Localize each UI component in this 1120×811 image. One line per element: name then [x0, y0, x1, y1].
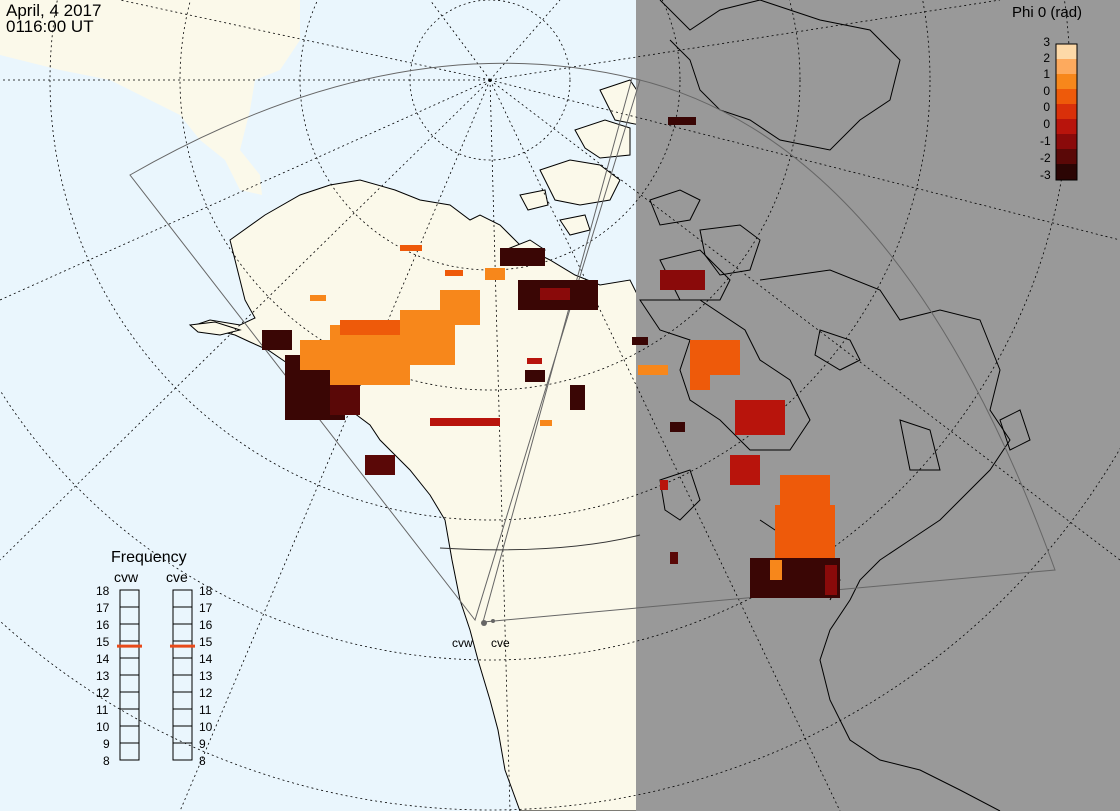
frequency-title: Frequency: [111, 549, 187, 566]
frequency-tick: 12: [96, 686, 110, 700]
frequency-tick: 16: [96, 618, 110, 632]
frequency-tick: 17: [96, 601, 110, 615]
frequency-tick: 17: [199, 601, 213, 615]
radar-label-cvw: cvw: [452, 636, 473, 650]
frequency-tick: 16: [199, 618, 213, 632]
colorbar-swatch: [1056, 164, 1077, 180]
frequency-tick: 18: [96, 584, 110, 598]
frequency-tick: 13: [96, 669, 110, 683]
frequency-tick: 9: [103, 737, 110, 751]
frequency-tick: 15: [96, 635, 110, 649]
colorbar-tick: -3: [1040, 168, 1051, 182]
backscatter-cells: [262, 117, 840, 598]
colorbar-tick: 3: [1043, 35, 1050, 49]
frequency-tick: 8: [199, 754, 206, 768]
radar-label-cve: cve: [491, 636, 510, 650]
colorbar-swatch: [1056, 149, 1077, 164]
frequency-tick: 10: [199, 720, 213, 734]
colorbar-swatch: [1056, 89, 1077, 104]
frequency-tick: 14: [96, 652, 110, 666]
frequency-tick: 12: [199, 686, 213, 700]
night-coastlines: [639, 0, 1031, 811]
frequency-tick: 8: [103, 754, 110, 768]
frequency-tick: 11: [96, 703, 109, 717]
frequency-tick: 10: [96, 720, 110, 734]
colorbar-swatch: [1056, 74, 1077, 89]
boundary-line: [439, 534, 641, 551]
colorbar-swatch: [1056, 44, 1077, 59]
colorbar-title: Phi 0 (rad): [1012, 4, 1083, 21]
frequency-tick: 18: [199, 584, 213, 598]
colorbar-tick: -2: [1040, 151, 1051, 165]
colorbar-tick: -1: [1040, 134, 1051, 148]
colorbar: [1055, 43, 1078, 181]
colorbar-tick: 1: [1043, 67, 1050, 81]
night-shading: [636, 0, 1120, 811]
frequency-cve-label: cve: [166, 569, 188, 585]
radar-fov-outlines: [129, 62, 1056, 623]
frequency-cvw-label: cvw: [114, 569, 139, 585]
colorbar-swatch: [1056, 119, 1077, 134]
frequency-tick: 15: [199, 635, 213, 649]
colorbar-tick: 0: [1043, 84, 1050, 98]
frequency-tick: 13: [199, 669, 213, 683]
colorbar-swatch: [1056, 104, 1077, 119]
colorbar-tick: 0: [1043, 117, 1050, 131]
colorbar-tick: 2: [1043, 51, 1050, 65]
radar-sites: [481, 619, 495, 626]
frequency-tick: 11: [199, 703, 212, 717]
title-date: April, 4 2017: [6, 1, 102, 20]
title-time: 0116:00 UT: [6, 17, 94, 36]
frequency-tick: 14: [199, 652, 213, 666]
colorbar-tick: 0: [1043, 100, 1050, 114]
frequency-tick: 9: [199, 737, 206, 751]
frequency-gauges: [119, 589, 193, 761]
land-masses: [0, 0, 641, 811]
colorbar-swatch: [1056, 59, 1077, 74]
colorbar-swatch: [1056, 134, 1077, 149]
